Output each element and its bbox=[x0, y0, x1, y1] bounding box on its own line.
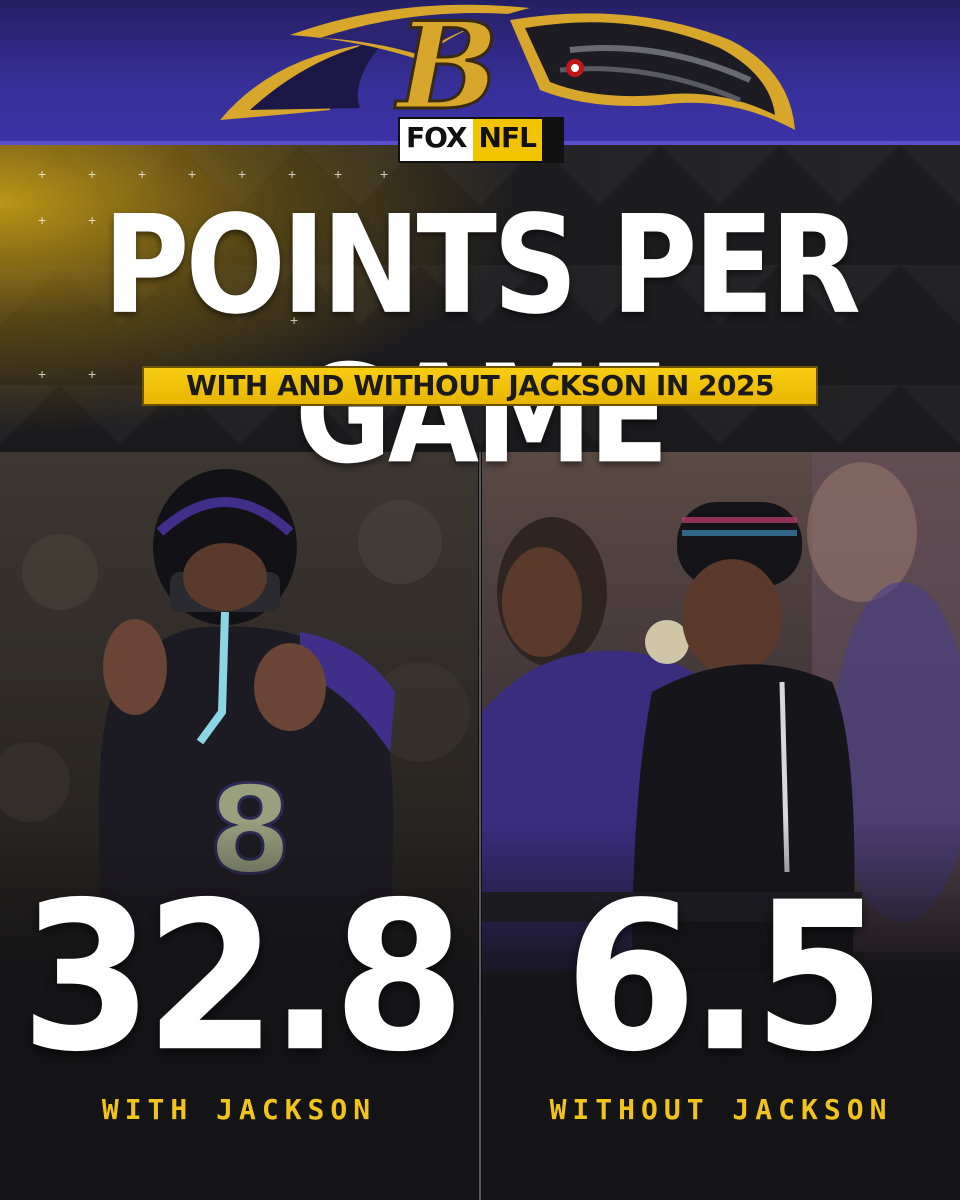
stat-label-without: WITHOUT JACKSON bbox=[549, 1093, 893, 1126]
panel-divider bbox=[478, 452, 482, 1200]
stat-label-with: WITH JACKSON bbox=[101, 1093, 377, 1126]
fox-wordmark: FOX bbox=[400, 119, 473, 161]
graphic-subtitle: WITH AND WITHOUT JACKSON IN 2025 bbox=[142, 366, 818, 406]
ravens-b-logo-icon: B bbox=[220, 0, 795, 139]
nfl-wordmark: NFL bbox=[472, 119, 542, 161]
stat-value-without: 6.5 bbox=[564, 858, 886, 1097]
fox-nfl-logo: FOX NFL bbox=[398, 117, 564, 163]
sparkle-decoration: + + + + + + + + + + + + + bbox=[38, 166, 389, 382]
stat-value-with: 32.8 bbox=[20, 858, 466, 1097]
graphic-title: POINTS PER GAME bbox=[103, 185, 861, 494]
svg-text:B: B bbox=[394, 0, 498, 137]
